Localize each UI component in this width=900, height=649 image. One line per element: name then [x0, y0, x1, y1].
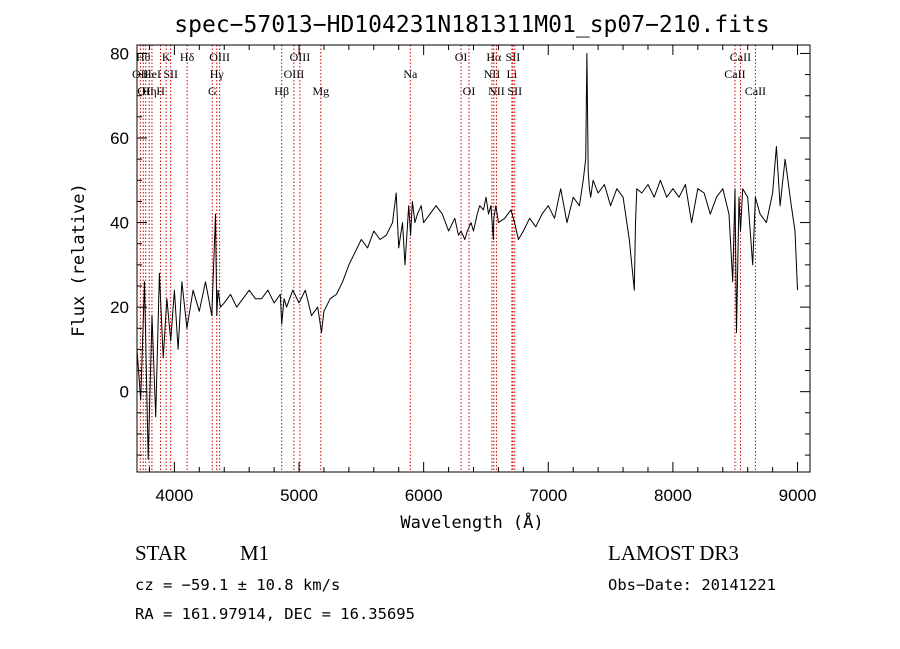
ra-dec-coords: RA = 161.97914, DEC = 16.35695 [135, 605, 415, 623]
line-marker-label: NII [484, 67, 501, 81]
spectrum-line [136, 53, 798, 460]
line-marker-label: HeI [143, 67, 161, 81]
line-marker-label: CaII [724, 67, 745, 81]
x-tick-label: 5000 [280, 486, 318, 505]
line-marker-label: OIII [284, 67, 305, 81]
line-marker-label: H [156, 84, 165, 98]
line-marker-label: OIII [209, 50, 230, 64]
x-axis-label: Wavelength (Å) [400, 511, 543, 533]
spectrum-series [136, 53, 798, 460]
line-marker-label: G [208, 84, 217, 98]
object-class: STAR [135, 541, 187, 565]
line-marker-label: Hβ [274, 84, 289, 98]
line-marker-label: Hγ [210, 67, 225, 81]
object-subclass: M1 [240, 541, 269, 565]
y-tick-label: 40 [110, 214, 129, 233]
line-marker-label: OIII [290, 50, 311, 64]
line-marker-label: SII [506, 50, 521, 64]
plot-frame [136, 44, 811, 473]
observation-date: Obs−Date: 20141221 [608, 576, 776, 594]
x-tick-label: 6000 [405, 486, 443, 505]
line-marker-label: Hη [142, 84, 157, 98]
x-tick-label: 7000 [529, 486, 567, 505]
x-tick-label: 9000 [779, 486, 817, 505]
line-marker-label: Hθ [136, 50, 151, 64]
survey-name: LAMOST DR3 [608, 541, 739, 565]
chart-title: spec−57013−HD104231N181311M01_sp07−210.f… [174, 12, 769, 38]
line-markers: OIIHθOIIHηHeIHKSIIHδGHγOIIIHβOIIIOIIIMgN… [132, 45, 766, 472]
y-tick-label: 20 [110, 298, 129, 317]
y-tick-label: 60 [110, 129, 129, 148]
line-marker-label: OI [463, 84, 476, 98]
y-tick-label: 80 [110, 44, 129, 63]
x-tick-label: 8000 [654, 486, 692, 505]
line-marker-label: CaII [745, 84, 766, 98]
line-marker-label: SII [507, 84, 522, 98]
line-marker-label: OI [455, 50, 468, 64]
line-marker-label: Hδ [180, 50, 195, 64]
y-tick-label: 0 [120, 383, 129, 402]
line-marker-label: OII [137, 84, 154, 98]
x-axis: 4000 5000 6000 7000 8000 9000 [148, 45, 817, 505]
line-marker-label: CaII [730, 50, 751, 64]
line-marker-label: Mg [312, 84, 329, 98]
line-marker-label: OII [132, 67, 149, 81]
line-marker-label: Hα [486, 50, 502, 64]
y-axis: 0 20 40 60 80 [110, 44, 810, 456]
line-marker-label: Li [507, 67, 518, 81]
y-axis-label: Flux (relative) [69, 183, 89, 337]
x-tick-label: 4000 [155, 486, 193, 505]
line-marker-label: SII [163, 67, 178, 81]
redshift-cz: cz = −59.1 ± 10.8 km/s [135, 576, 340, 594]
line-marker-label: NII [488, 84, 505, 98]
line-marker-label: K [162, 50, 171, 64]
line-marker-label: Na [403, 67, 418, 81]
